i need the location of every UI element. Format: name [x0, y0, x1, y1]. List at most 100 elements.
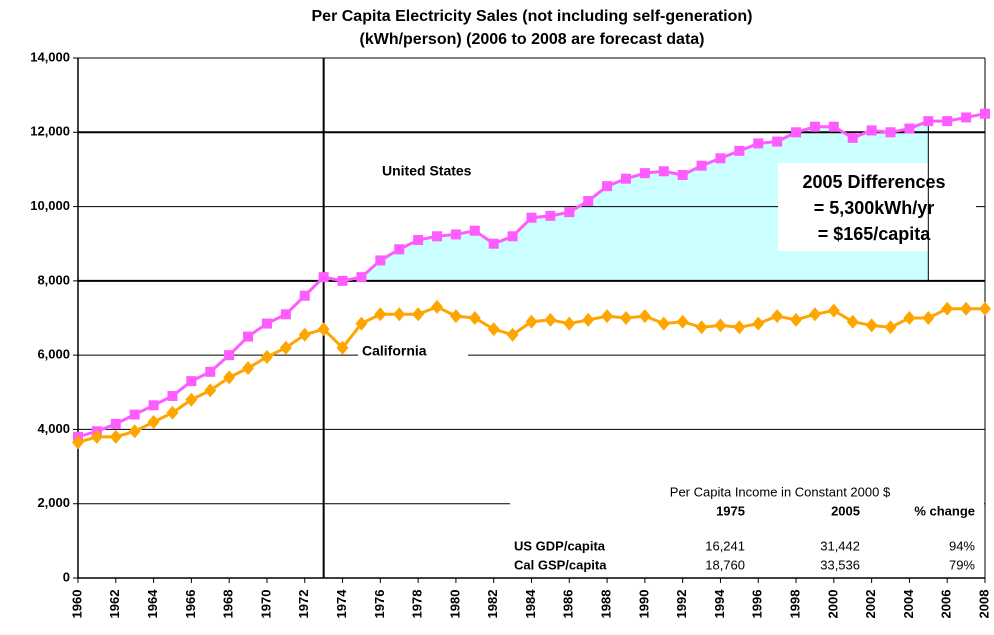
marker: [450, 229, 461, 240]
x-tick-label: 1974: [334, 589, 349, 619]
marker: [223, 370, 236, 385]
y-tick-label: 6,000: [37, 347, 70, 362]
marker: [356, 272, 367, 283]
marker: [639, 168, 650, 179]
marker: [148, 400, 159, 411]
marker: [336, 340, 349, 355]
marker: [638, 309, 651, 324]
marker: [109, 429, 122, 444]
marker: [375, 255, 386, 266]
difference-area: [323, 121, 929, 281]
marker: [129, 409, 140, 420]
marker: [167, 391, 178, 401]
x-tick-label: 2000: [825, 590, 840, 619]
marker: [128, 424, 141, 439]
marker: [658, 166, 669, 177]
marker: [544, 312, 557, 327]
marker: [564, 207, 575, 218]
marker: [526, 212, 537, 223]
marker: [942, 116, 953, 127]
marker: [488, 238, 499, 249]
table-cell: 33,536: [820, 557, 860, 572]
marker: [166, 405, 179, 420]
marker: [771, 309, 784, 324]
marker: [620, 173, 631, 184]
marker: [563, 316, 576, 331]
table-header: 1975: [716, 503, 745, 518]
x-tick-label: 1998: [787, 590, 802, 619]
x-tick-label: 1962: [107, 590, 122, 619]
table-cell: 79%: [949, 557, 975, 572]
marker: [394, 244, 405, 255]
marker: [980, 108, 990, 119]
marker: [355, 316, 368, 331]
x-tick-label: 1996: [750, 590, 765, 619]
marker: [393, 307, 406, 322]
marker: [657, 316, 670, 331]
x-tick-label: 1964: [145, 589, 160, 619]
x-tick-label: 1972: [296, 590, 311, 619]
marker: [298, 327, 311, 342]
marker: [923, 116, 934, 127]
marker: [734, 145, 745, 156]
marker: [602, 181, 613, 192]
marker: [280, 309, 291, 320]
marker: [243, 331, 254, 342]
series-label: United States: [382, 163, 472, 179]
annotation-box: [778, 163, 976, 251]
marker: [791, 127, 802, 138]
annotation: = $165/capita: [818, 224, 932, 244]
marker: [733, 320, 746, 335]
chart-title: Per Capita Electricity Sales (not includ…: [312, 8, 753, 25]
table-row-label: US GDP/capita: [514, 538, 606, 553]
annotation: 2005 Differences: [802, 172, 945, 192]
marker: [847, 132, 858, 143]
marker: [242, 361, 255, 376]
marker: [299, 290, 310, 301]
marker: [865, 318, 878, 333]
marker: [922, 311, 935, 325]
marker: [583, 196, 594, 206]
marker: [695, 320, 708, 335]
marker: [601, 309, 614, 324]
x-tick-label: 1966: [183, 590, 198, 619]
marker: [205, 366, 216, 377]
y-tick-label: 10,000: [30, 198, 70, 213]
table-cell: 18,760: [705, 557, 745, 572]
table-background: [510, 478, 984, 577]
marker: [204, 383, 217, 398]
marker: [808, 307, 821, 322]
marker: [260, 350, 273, 364]
x-tick-label: 1982: [485, 590, 500, 619]
marker: [884, 320, 897, 335]
marker: [469, 225, 480, 236]
marker: [827, 303, 840, 318]
marker: [866, 125, 877, 136]
marker: [885, 127, 896, 138]
x-tick-label: 1960: [69, 590, 84, 619]
marker: [413, 235, 424, 245]
marker: [828, 121, 839, 132]
marker: [904, 123, 915, 134]
x-tick-label: 1978: [410, 590, 425, 619]
marker: [431, 299, 444, 314]
label-background: [358, 341, 468, 361]
marker: [715, 153, 726, 164]
marker: [279, 340, 292, 355]
marker: [696, 160, 707, 171]
marker: [903, 311, 916, 325]
table-cell: 94%: [949, 538, 975, 553]
x-tick-label: 1968: [221, 590, 236, 619]
table-header: % change: [914, 503, 975, 518]
marker: [846, 314, 859, 329]
marker: [677, 170, 688, 180]
marker: [110, 418, 121, 429]
x-tick-label: 1992: [674, 590, 689, 619]
y-tick-label: 14,000: [30, 49, 70, 64]
marker: [337, 275, 348, 286]
marker: [185, 392, 198, 407]
x-tick-label: 1988: [599, 590, 614, 619]
x-tick-label: 2008: [976, 590, 991, 619]
table-cell: 16,241: [705, 538, 745, 553]
